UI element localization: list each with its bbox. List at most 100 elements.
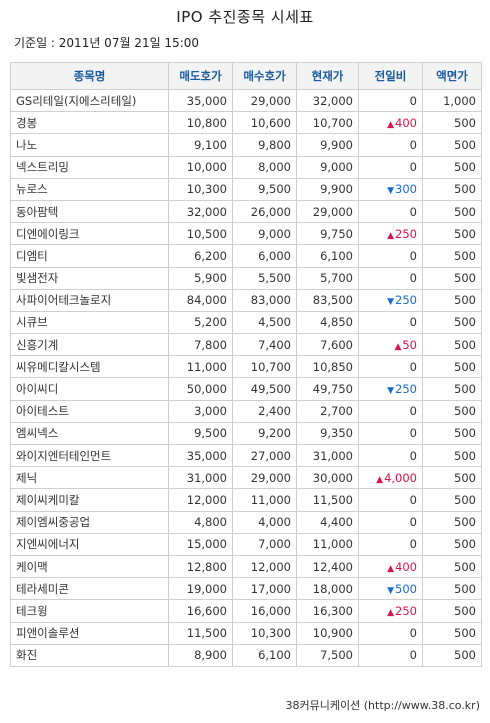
bid-price-cell: 9,000 <box>232 222 297 246</box>
ask-price-cell: 15,000 <box>168 532 233 556</box>
header-ask: 매도호가 <box>168 62 233 90</box>
bid-price-cell: 29,000 <box>232 466 297 490</box>
stock-name-cell: 케이맥 <box>10 554 169 579</box>
stock-name-cell: 제닉 <box>10 466 169 490</box>
current-price-cell: 9,900 <box>296 133 359 157</box>
change-cell: 0 <box>358 421 423 446</box>
table-row: 디엔에이링크 10,500 9,000 9,750 ▲250 500 <box>10 222 482 246</box>
par-value-cell: 500 <box>422 244 482 268</box>
up-triangle-icon: ▲ <box>387 607 395 618</box>
table-row: 케이맥 12,800 12,000 12,400 ▲400 500 <box>10 554 482 579</box>
stock-name-cell: 디엠티 <box>10 244 169 268</box>
stock-name-cell: 넥스트리밍 <box>10 155 169 179</box>
ask-price-cell: 11,000 <box>168 355 233 379</box>
stock-name-cell: 엠씨넥스 <box>10 421 169 446</box>
table-row: 시큐브 5,200 4,500 4,850 0 500 <box>10 310 482 335</box>
current-price-cell: 29,000 <box>296 199 359 224</box>
bid-price-cell: 4,000 <box>232 510 297 534</box>
par-value-cell: 500 <box>422 621 482 645</box>
change-value: 0 <box>409 448 417 463</box>
change-value: 0 <box>409 537 417 552</box>
current-price-cell: 9,350 <box>296 421 359 446</box>
change-cell: ▼250 <box>358 288 423 312</box>
change-value: 0 <box>409 93 417 108</box>
par-value-cell: 500 <box>422 266 482 290</box>
ask-price-cell: 12,000 <box>168 488 233 512</box>
current-price-cell: 11,000 <box>296 532 359 556</box>
up-triangle-icon: ▲ <box>387 230 395 241</box>
bid-price-cell: 2,400 <box>232 399 297 423</box>
down-triangle-icon: ▼ <box>387 585 395 596</box>
stock-name-cell: 디엔에이링크 <box>10 222 169 246</box>
bid-price-cell: 4,500 <box>232 310 297 335</box>
ask-price-cell: 16,600 <box>168 599 233 623</box>
table-row: 빛샘전자 5,900 5,500 5,700 0 500 <box>10 266 482 290</box>
stock-name-cell: 사파이어테크놀로지 <box>10 288 169 312</box>
bid-price-cell: 16,000 <box>232 599 297 623</box>
stock-name-cell: 경봉 <box>10 111 169 135</box>
table-row: 테라세미콘 19,000 17,000 18,000 ▼500 500 <box>10 577 482 601</box>
change-cell: ▲50 <box>358 333 423 357</box>
current-price-cell: 9,750 <box>296 222 359 246</box>
bid-price-cell: 7,000 <box>232 532 297 556</box>
bid-price-cell: 10,300 <box>232 621 297 645</box>
table-row: 나노 9,100 9,800 9,900 0 500 <box>10 133 482 157</box>
par-value-cell: 500 <box>422 111 482 135</box>
change-value: 250 <box>395 226 417 241</box>
change-cell: ▲400 <box>358 554 423 579</box>
table-row: 경봉 10,800 10,600 10,700 ▲400 500 <box>10 111 482 135</box>
header-price: 현재가 <box>296 62 359 90</box>
current-price-cell: 9,900 <box>296 177 359 201</box>
par-value-cell: 500 <box>422 443 482 468</box>
bid-price-cell: 10,600 <box>232 111 297 135</box>
change-value: 0 <box>409 515 417 530</box>
current-price-cell: 16,300 <box>296 599 359 623</box>
bid-price-cell: 27,000 <box>232 443 297 468</box>
bid-price-cell: 9,500 <box>232 177 297 201</box>
bid-price-cell: 9,800 <box>232 133 297 157</box>
stock-name-cell: 아이씨디 <box>10 377 169 401</box>
stock-name-cell: 신흥기계 <box>10 333 169 357</box>
stock-name-cell: 빛샘전자 <box>10 266 169 290</box>
stock-name-cell: 나노 <box>10 133 169 157</box>
change-value: 500 <box>395 581 417 596</box>
change-value: 0 <box>409 160 417 175</box>
par-value-cell: 500 <box>422 177 482 201</box>
table-row: 와이지엔터테인먼트 35,000 27,000 31,000 0 500 <box>10 443 482 468</box>
change-cell: 0 <box>358 443 423 468</box>
current-price-cell: 10,700 <box>296 111 359 135</box>
par-value-cell: 500 <box>422 643 482 667</box>
current-price-cell: 10,900 <box>296 621 359 645</box>
current-price-cell: 10,850 <box>296 355 359 379</box>
change-cell: 0 <box>358 510 423 534</box>
change-value: 0 <box>409 492 417 507</box>
par-value-cell: 500 <box>422 199 482 224</box>
down-triangle-icon: ▼ <box>387 386 395 397</box>
table-row: 디엠티 6,200 6,000 6,100 0 500 <box>10 244 482 268</box>
ask-price-cell: 3,000 <box>168 399 233 423</box>
par-value-cell: 500 <box>422 222 482 246</box>
change-cell: 0 <box>358 133 423 157</box>
table-row: GS리테일(지에스리테일) 35,000 29,000 32,000 0 1,000 <box>10 88 482 113</box>
ask-price-cell: 31,000 <box>168 466 233 490</box>
table-row: 아이씨디 50,000 49,500 49,750 ▼250 500 <box>10 377 482 401</box>
source-credit: 38커뮤니케이션 (http://www.38.co.kr) <box>285 699 480 712</box>
change-cell: 0 <box>358 488 423 512</box>
bid-price-cell: 83,000 <box>232 288 297 312</box>
change-value: 250 <box>395 603 417 618</box>
bid-price-cell: 7,400 <box>232 333 297 357</box>
bid-price-cell: 17,000 <box>232 577 297 601</box>
down-triangle-icon: ▼ <box>387 186 395 197</box>
current-price-cell: 32,000 <box>296 88 359 113</box>
change-value: 0 <box>409 315 417 330</box>
change-cell: ▲250 <box>358 222 423 246</box>
ask-price-cell: 8,900 <box>168 643 233 667</box>
change-cell: 0 <box>358 88 423 113</box>
change-cell: ▼500 <box>358 577 423 601</box>
ask-price-cell: 5,200 <box>168 310 233 335</box>
par-value-cell: 500 <box>422 466 482 490</box>
par-value-cell: 500 <box>422 155 482 179</box>
current-price-cell: 31,000 <box>296 443 359 468</box>
ask-price-cell: 9,100 <box>168 133 233 157</box>
